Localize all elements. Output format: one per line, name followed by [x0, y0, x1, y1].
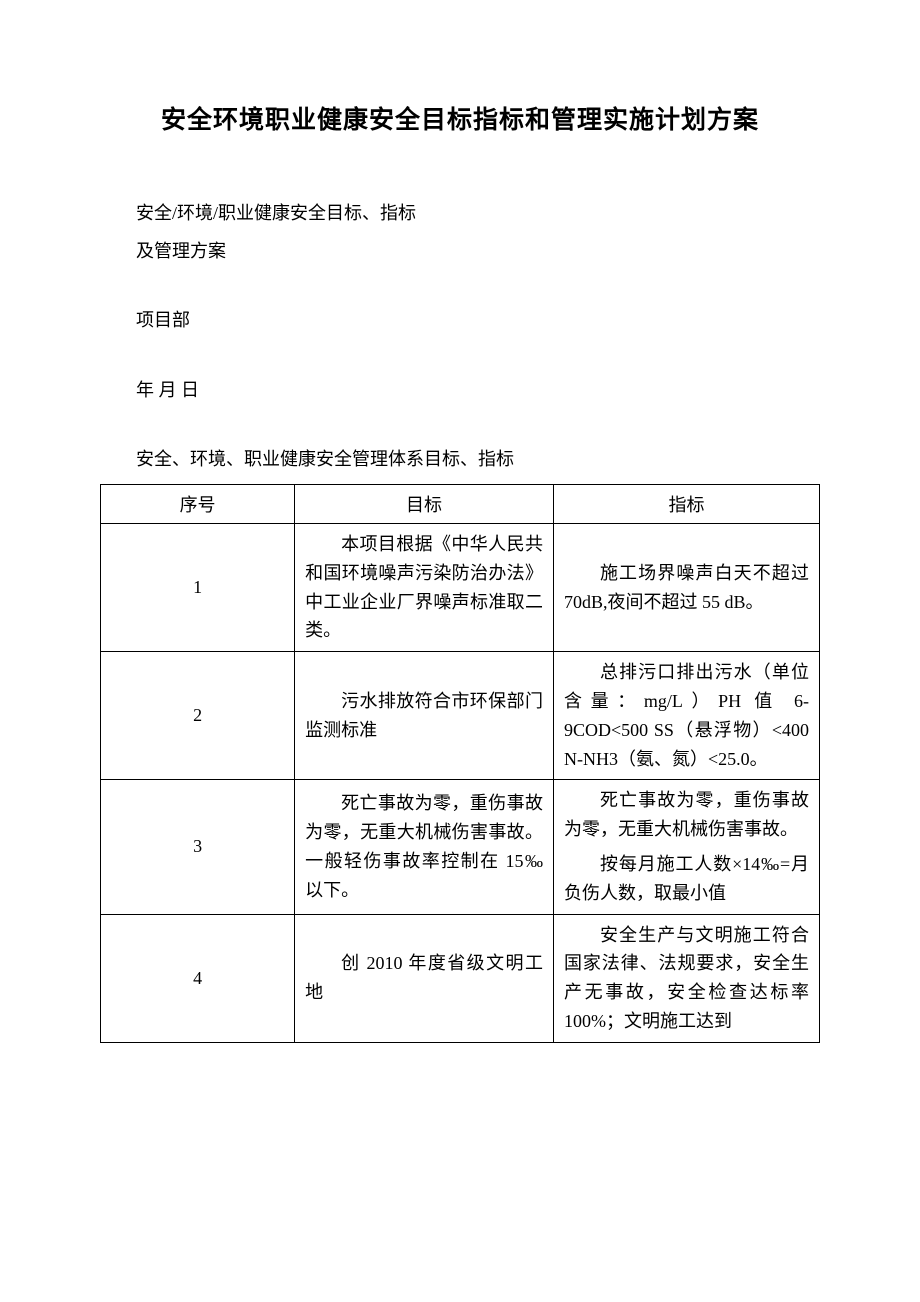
cell-seq: 2 — [101, 652, 295, 780]
cell-index-para: 按每月施工人数×14‰=月负伤人数，取最小值 — [564, 850, 809, 908]
table-header-row: 序号 目标 指标 — [101, 484, 820, 523]
cell-target: 本项目根据《中华人民共和国环境噪声污染防治办法》中工业企业厂界噪声标准取二类。 — [305, 530, 543, 645]
page-content: 安全环境职业健康安全目标指标和管理实施计划方案 安全/环境/职业健康安全目标、指… — [100, 100, 820, 1043]
cell-index: 施工场界噪声白天不超过 70dB,夜间不超过 55 dB。 — [564, 559, 809, 617]
table-row: 3 死亡事故为零，重伤事故为零，无重大机械伤害事故。一般轻伤事故率控制在 15‰… — [101, 780, 820, 914]
cell-index-para: 死亡事故为零，重伤事故为零，无重大机械伤害事故。 — [564, 786, 809, 844]
table-row: 2 污水排放符合市环保部门监测标准 总排污口排出污水（单位含量：mg/L）PH … — [101, 652, 820, 780]
intro-line-3: 项目部 — [100, 303, 820, 337]
col-header-seq: 序号 — [101, 484, 295, 523]
table-caption: 安全、环境、职业健康安全管理体系目标、指标 — [100, 442, 820, 476]
cell-seq: 4 — [101, 914, 295, 1042]
targets-table: 序号 目标 指标 1 本项目根据《中华人民共和国环境噪声污染防治办法》中工业企业… — [100, 484, 820, 1043]
intro-line-4: 年 月 日 — [100, 373, 820, 407]
cell-seq: 3 — [101, 780, 295, 914]
intro-line-2: 及管理方案 — [100, 234, 820, 268]
table-row: 4 创 2010 年度省级文明工地 安全生产与文明施工符合国家法律、法规要求，安… — [101, 914, 820, 1042]
cell-index: 安全生产与文明施工符合国家法律、法规要求，安全生产无事故，安全检查达标率100%… — [564, 921, 809, 1036]
col-header-target: 目标 — [295, 484, 554, 523]
page-title: 安全环境职业健康安全目标指标和管理实施计划方案 — [100, 100, 820, 136]
cell-target: 创 2010 年度省级文明工地 — [305, 949, 543, 1007]
cell-seq: 1 — [101, 523, 295, 651]
intro-line-1: 安全/环境/职业健康安全目标、指标 — [100, 196, 820, 230]
col-header-index: 指标 — [553, 484, 819, 523]
cell-target: 污水排放符合市环保部门监测标准 — [305, 687, 543, 745]
cell-target: 死亡事故为零，重伤事故为零，无重大机械伤害事故。一般轻伤事故率控制在 15‰以下… — [305, 789, 543, 904]
table-row: 1 本项目根据《中华人民共和国环境噪声污染防治办法》中工业企业厂界噪声标准取二类… — [101, 523, 820, 651]
cell-index: 总排污口排出污水（单位含量：mg/L）PH 值 6-9COD<500 SS（悬浮… — [564, 658, 809, 773]
